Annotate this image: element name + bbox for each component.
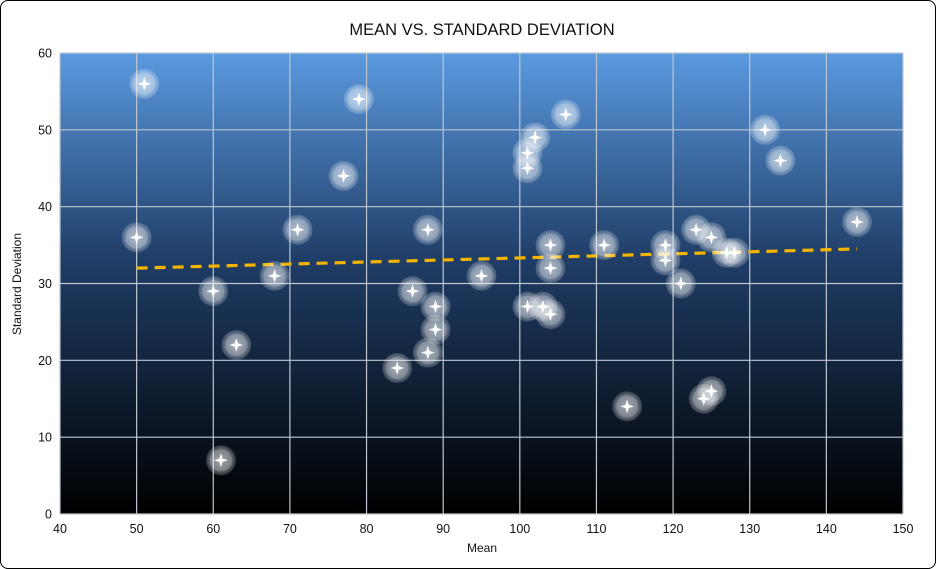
data-point	[466, 260, 497, 291]
x-tick-label: 130	[739, 522, 760, 536]
data-point	[520, 122, 551, 153]
data-point	[412, 214, 443, 245]
data-point	[719, 237, 750, 268]
x-tick-label: 110	[586, 522, 606, 536]
data-point	[412, 337, 443, 368]
data-point	[221, 329, 252, 360]
x-tick-label: 60	[206, 522, 220, 536]
data-point	[382, 353, 413, 384]
data-point	[420, 291, 451, 322]
data-point	[420, 314, 451, 345]
y-tick-label: 50	[38, 123, 52, 137]
data-point	[589, 230, 620, 261]
x-axis-label: Mean	[467, 541, 497, 555]
data-point	[282, 214, 313, 245]
data-point	[612, 391, 643, 422]
x-tick-label: 70	[283, 522, 297, 536]
y-tick-label: 20	[38, 354, 52, 368]
chart-title: MEAN VS. STANDARD DEVIATION	[349, 21, 614, 39]
data-point	[535, 253, 566, 284]
data-point	[650, 245, 681, 276]
data-point	[328, 160, 359, 191]
data-point	[535, 299, 566, 330]
data-point	[121, 222, 152, 253]
x-tick-label: 80	[360, 522, 374, 536]
data-point	[129, 68, 160, 99]
x-tick-label: 50	[130, 522, 144, 536]
y-axis-label: Standard Deviation	[10, 233, 24, 335]
y-tick-label: 10	[38, 431, 52, 445]
x-tick-label: 100	[509, 522, 530, 536]
data-point	[198, 276, 229, 307]
data-point	[842, 207, 873, 238]
data-points	[121, 68, 873, 476]
x-tick-label: 40	[53, 522, 67, 536]
data-point	[765, 145, 796, 176]
x-tick-label: 140	[816, 522, 837, 536]
data-point	[343, 84, 374, 115]
data-point	[205, 445, 236, 476]
y-tick-label: 0	[45, 508, 52, 522]
x-tick-label: 120	[663, 522, 684, 536]
data-point	[397, 276, 428, 307]
x-tick-label: 150	[893, 522, 914, 536]
data-point	[512, 153, 543, 184]
data-point	[696, 376, 727, 407]
data-point	[550, 99, 581, 130]
data-point	[535, 230, 566, 261]
y-tick-label: 40	[38, 200, 52, 214]
x-tick-label: 90	[436, 522, 450, 536]
data-point	[665, 268, 696, 299]
tick-labels: 40 50 60 70 80 90 100 110 120 130 140 150 0 10 20 30 40 5…	[38, 47, 913, 537]
y-tick-label: 30	[38, 277, 52, 291]
gridlines	[59, 52, 904, 515]
y-tick-label: 60	[38, 47, 52, 61]
data-point	[750, 114, 781, 145]
data-point	[259, 260, 290, 291]
